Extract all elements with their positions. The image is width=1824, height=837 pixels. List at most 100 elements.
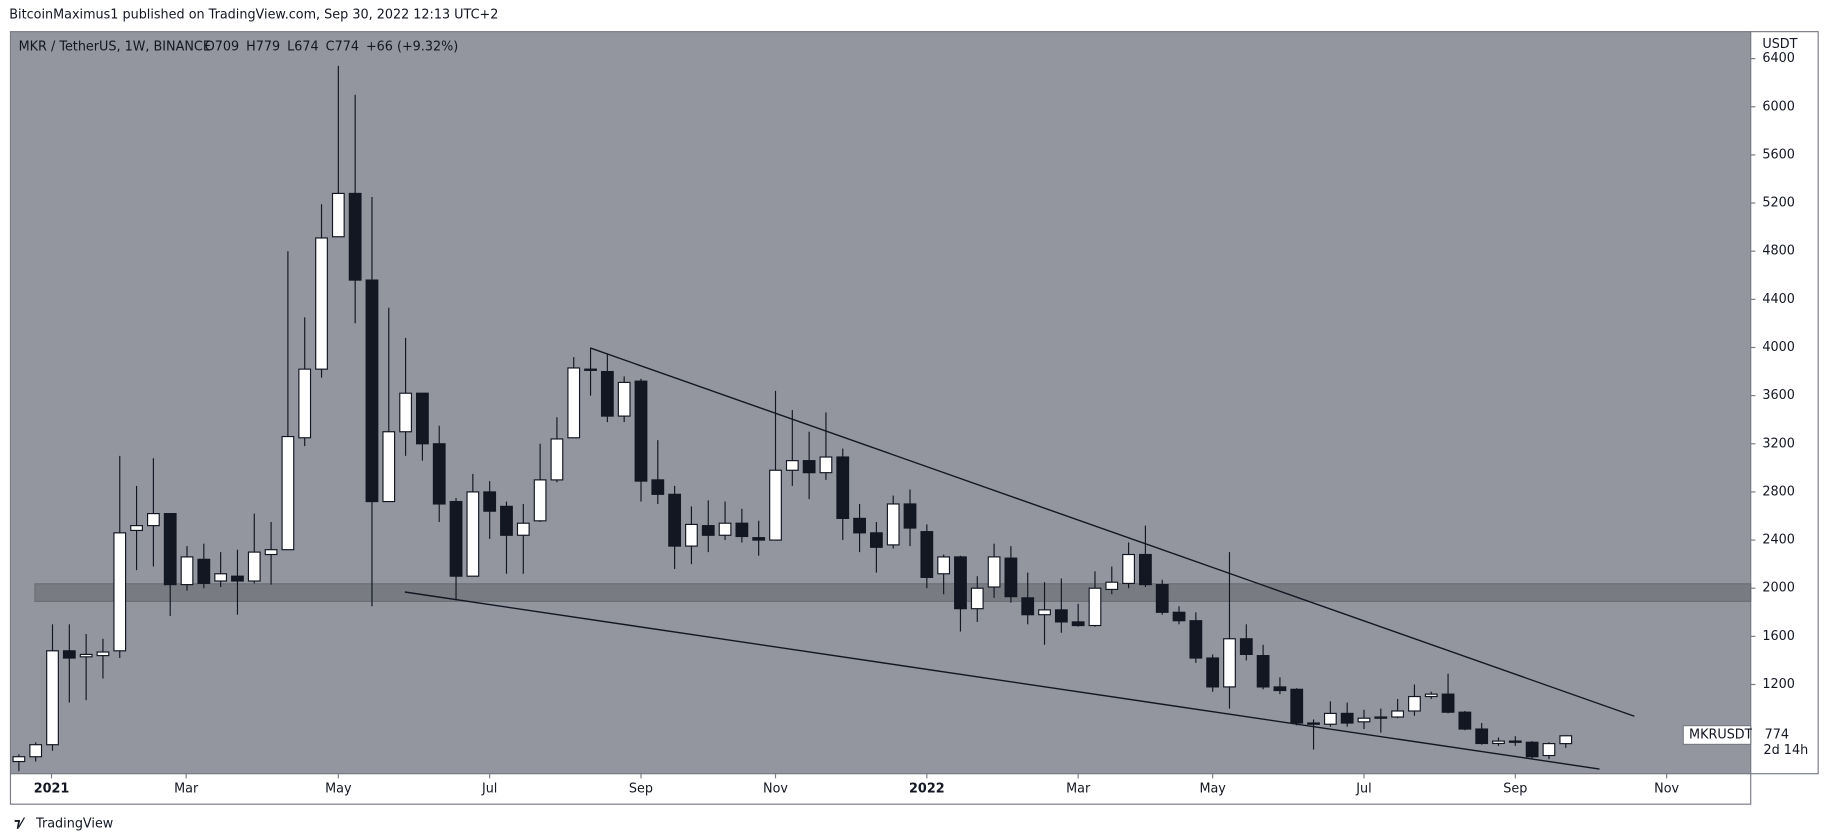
candle-body	[1004, 557, 1018, 598]
candle-body	[735, 522, 749, 538]
candle-body	[130, 525, 143, 532]
candle-body	[802, 460, 816, 474]
candle-body	[483, 491, 497, 512]
candle-body	[180, 556, 194, 586]
publish-line: BitcoinMaximus1 published on TradingView…	[9, 8, 498, 23]
candle-body	[12, 756, 26, 763]
legend-value: +66 (+9.32%)	[366, 39, 458, 54]
y-tick-label: 5600	[1762, 147, 1795, 162]
symbol-tag	[1682, 725, 1752, 745]
candle-body	[869, 532, 883, 548]
candle-body	[550, 438, 564, 481]
candle-body	[1475, 728, 1489, 745]
candle-body	[617, 381, 631, 417]
candle-body	[584, 368, 597, 371]
y-tick-label: 4800	[1762, 244, 1795, 259]
logo-mark: ⁊⁄	[14, 817, 26, 832]
symbol-tag-label: MKRUSDT	[1689, 727, 1753, 742]
y-tick-label: 1600	[1762, 629, 1795, 644]
candle-body	[937, 556, 951, 575]
candle-body	[1323, 712, 1337, 725]
candle-body	[79, 653, 93, 658]
candle-body	[264, 549, 278, 556]
candle-body	[668, 493, 682, 547]
candle-body	[600, 370, 614, 417]
candle-body	[331, 192, 345, 238]
candle-body	[853, 517, 866, 534]
candles	[12, 65, 1573, 772]
candle-body	[836, 456, 850, 519]
x-tick-label: Mar	[1066, 781, 1091, 796]
candle-body	[1021, 597, 1035, 616]
candle-body	[113, 532, 127, 652]
last-price-tag	[1751, 725, 1811, 760]
candle-body	[886, 503, 900, 546]
candle-body	[1340, 712, 1354, 724]
candle-body	[1273, 686, 1287, 692]
candle-body	[1441, 693, 1455, 713]
candle-body	[348, 192, 362, 281]
x-tick-label: 2021	[34, 781, 70, 796]
countdown: 2d 14h	[1764, 743, 1809, 758]
y-tick-label: 1200	[1762, 677, 1795, 692]
candle-body	[399, 392, 412, 433]
candle-body	[1492, 740, 1505, 745]
candle-body	[987, 556, 1001, 588]
candle-body	[1088, 587, 1102, 627]
candle-body	[954, 556, 967, 610]
candle-body	[819, 456, 833, 474]
candle-body	[718, 522, 732, 536]
candle-body	[701, 525, 715, 536]
x-tick-label: May	[1199, 781, 1226, 796]
y-tick-label: 4400	[1762, 292, 1795, 307]
candle-body	[281, 435, 295, 551]
candle-body	[1290, 688, 1304, 724]
candle-body	[146, 513, 160, 527]
legend-value: L674	[287, 39, 319, 54]
candle-body	[1038, 609, 1051, 616]
candle-body	[298, 368, 312, 439]
x-tick-label: Sep	[629, 781, 653, 796]
candle-body	[29, 744, 43, 758]
x-tick-label: Jul	[1355, 781, 1371, 796]
x-tick-label: Sep	[1503, 781, 1527, 796]
candle-body	[163, 513, 177, 586]
candle-body	[197, 558, 211, 584]
x-tick-label: Jul	[481, 781, 497, 796]
candle-body	[1542, 743, 1556, 757]
candle-body	[634, 380, 648, 482]
candle-body	[752, 537, 766, 541]
lower-trendline	[404, 591, 1600, 770]
candle-body	[365, 279, 379, 503]
candle-body	[1071, 621, 1085, 627]
x-tick-label: Nov	[1654, 781, 1679, 796]
candle-body	[247, 551, 261, 582]
candle-body	[567, 367, 581, 439]
candle-body	[1155, 584, 1169, 613]
candle-body	[516, 522, 530, 536]
candle-body	[416, 392, 429, 445]
x-tick-label: Nov	[763, 781, 788, 796]
candle-body	[920, 531, 934, 578]
candle-body	[1559, 735, 1573, 745]
candle-body	[214, 573, 228, 582]
candle-body	[1307, 722, 1320, 725]
y-tick-label: 2800	[1762, 484, 1795, 499]
x-tick-label: May	[325, 781, 352, 796]
candle-body	[533, 479, 547, 522]
ohlc-legend: O709 H779 L674 C774 +66 (+9.32%)	[205, 39, 459, 54]
y-tick-label: 2000	[1762, 581, 1795, 596]
legend-value: O709	[205, 39, 239, 54]
candle-body	[651, 479, 665, 495]
candle-body	[1458, 711, 1472, 730]
candle-body	[315, 237, 328, 370]
price-unit: USDT	[1762, 37, 1797, 52]
y-tick-label: 3600	[1762, 388, 1795, 403]
candle-body	[500, 505, 513, 536]
candle-body	[1223, 638, 1236, 688]
candle-body	[96, 651, 110, 657]
y-tick-label: 6400	[1762, 51, 1795, 66]
candle-body	[1189, 620, 1203, 659]
